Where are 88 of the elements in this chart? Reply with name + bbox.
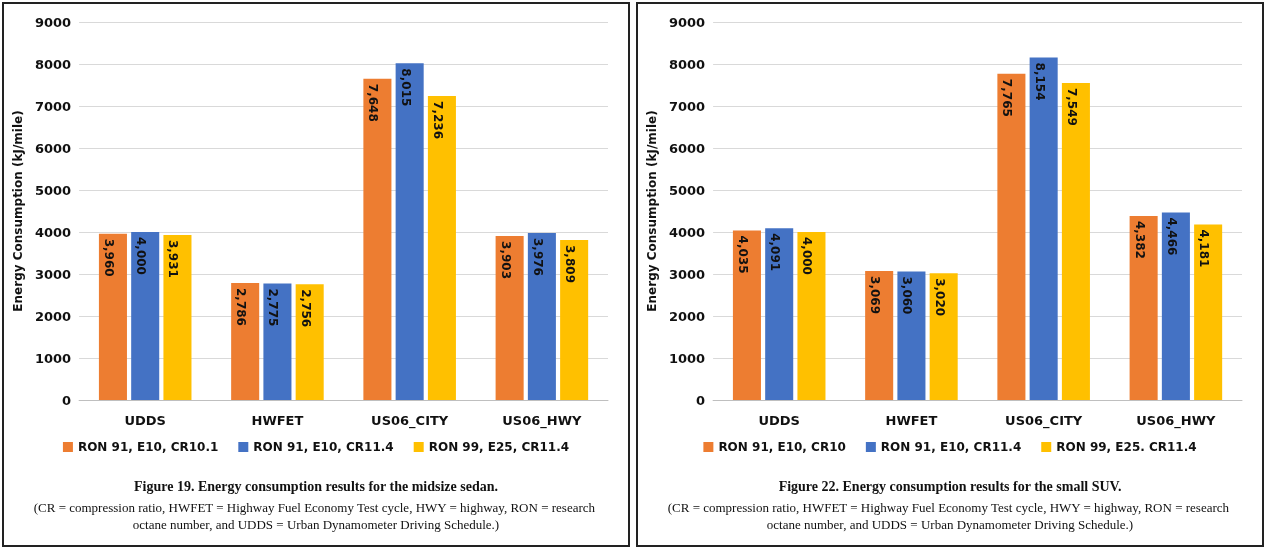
- text: (CR = compression ratio, HWFET = Highway Fuel Economy Test cycle, HWY = highway, RON = research octane number, and UDDS = Urban Dynamometer Driving Schedule.): [33, 500, 599, 532]
- legend-label: RON 91, E10, CR10.1: [77, 440, 219, 454]
- bar: [865, 271, 894, 400]
- bar: [1029, 57, 1058, 400]
- legend-label: RON 99, E25, CR11.4: [428, 440, 570, 454]
- x-tick-label: US06_HWY: [1136, 413, 1217, 429]
- text: Figure 19. Energy consumption results for the midsize sedan.: [133, 478, 499, 494]
- bar: [263, 283, 292, 400]
- y-tick-label: 7000: [34, 98, 72, 114]
- data-label: 8,015: [398, 68, 413, 107]
- bar: [98, 233, 127, 400]
- bar: [560, 240, 589, 400]
- text: (CR = compression ratio, HWFET = Highway Fuel Economy Test cycle, HWY = highway, RON = research octane number, and UDDS = Urban Dynamometer Driving Schedule.): [667, 500, 1233, 532]
- bar: [495, 236, 524, 400]
- data-label: 4,382: [1132, 220, 1147, 259]
- data-label: 4,000: [800, 237, 815, 275]
- y-tick-label: 2000: [34, 308, 72, 324]
- data-label: 3,931: [166, 239, 181, 278]
- data-label: 3,060: [900, 276, 915, 315]
- data-label: 3,903: [498, 241, 513, 280]
- legend-label: RON 99, E25. CR11.4: [1056, 440, 1197, 454]
- data-label: 7,236: [430, 101, 445, 140]
- y-tick-label: 9000: [668, 14, 706, 30]
- x-tick-label: HWFET: [885, 413, 938, 428]
- data-label: 2,786: [234, 287, 249, 326]
- y-tick-label: 9000: [34, 14, 72, 30]
- bar: [363, 78, 392, 400]
- bar: [1061, 82, 1090, 400]
- data-label: 4,181: [1197, 229, 1212, 268]
- data-label: 4,466: [1164, 217, 1179, 256]
- legend-label: RON 91, E10, CR10: [718, 440, 846, 454]
- y-tick-label: 0: [62, 392, 72, 408]
- y-tick-label: 6000: [668, 140, 706, 156]
- y-tick-label: 1000: [668, 350, 706, 366]
- bar: [231, 282, 260, 400]
- data-label: 2,756: [298, 289, 313, 328]
- y-tick-label: 3000: [668, 266, 706, 282]
- y-tick-label: 6000: [34, 140, 72, 156]
- bar: [131, 232, 160, 400]
- data-label: 3,976: [530, 238, 545, 276]
- bar: [997, 73, 1026, 400]
- data-label: 3,069: [868, 276, 883, 315]
- text: Figure 22. Energy consumption results for the small SUV.: [778, 478, 1122, 494]
- bar: [797, 232, 826, 400]
- data-label: 3,020: [932, 278, 947, 317]
- y-tick-label: 5000: [668, 182, 706, 198]
- bar: [1161, 212, 1190, 400]
- x-tick-label: UDDS: [124, 413, 166, 428]
- data-label: 7,765: [1000, 78, 1015, 117]
- y-tick-label: 4000: [34, 224, 72, 240]
- y-tick-label: 8000: [34, 56, 72, 72]
- y-axis-title: Energy Consumption (kJ/mile): [11, 110, 25, 312]
- data-label: 2,775: [266, 288, 281, 327]
- x-tick-label: US06_HWY: [502, 413, 583, 429]
- bar: [1194, 224, 1223, 400]
- bar: [929, 273, 958, 400]
- data-label: 3,960: [101, 238, 116, 277]
- y-axis-title: Energy Consumption (kJ/mile): [645, 110, 659, 312]
- y-tick-label: 2000: [668, 308, 706, 324]
- bar: [897, 271, 926, 400]
- data-label: 8,154: [1032, 62, 1047, 101]
- data-label: 4,000: [134, 237, 149, 275]
- legend-label: RON 91, E10, CR11.4: [880, 440, 1022, 454]
- y-tick-label: 8000: [668, 56, 706, 72]
- y-tick-label: 7000: [668, 98, 706, 114]
- legend-label: RON 91, E10, CR11.4: [253, 440, 394, 454]
- data-label: 4,035: [735, 235, 750, 274]
- x-tick-label: US06_CITY: [371, 413, 449, 429]
- data-label: 4,091: [768, 233, 783, 272]
- bar: [732, 230, 761, 400]
- y-tick-label: 5000: [34, 182, 72, 198]
- x-tick-label: HWFET: [251, 413, 304, 428]
- y-tick-label: 0: [696, 392, 706, 408]
- x-tick-label: UDDS: [758, 413, 800, 428]
- data-label: 7,648: [366, 83, 381, 122]
- x-tick-label: US06_CITY: [1005, 413, 1083, 429]
- bar: [427, 96, 456, 400]
- bar: [395, 63, 424, 400]
- data-label: 7,549: [1064, 87, 1079, 126]
- bar: [163, 234, 192, 400]
- y-tick-label: 1000: [34, 350, 72, 366]
- y-tick-label: 3000: [34, 266, 72, 282]
- bar: [1129, 215, 1158, 400]
- y-tick-label: 4000: [668, 224, 706, 240]
- data-label: 3,809: [563, 245, 578, 283]
- bar: [295, 284, 324, 400]
- bar: [527, 233, 556, 400]
- bar: [765, 228, 794, 400]
